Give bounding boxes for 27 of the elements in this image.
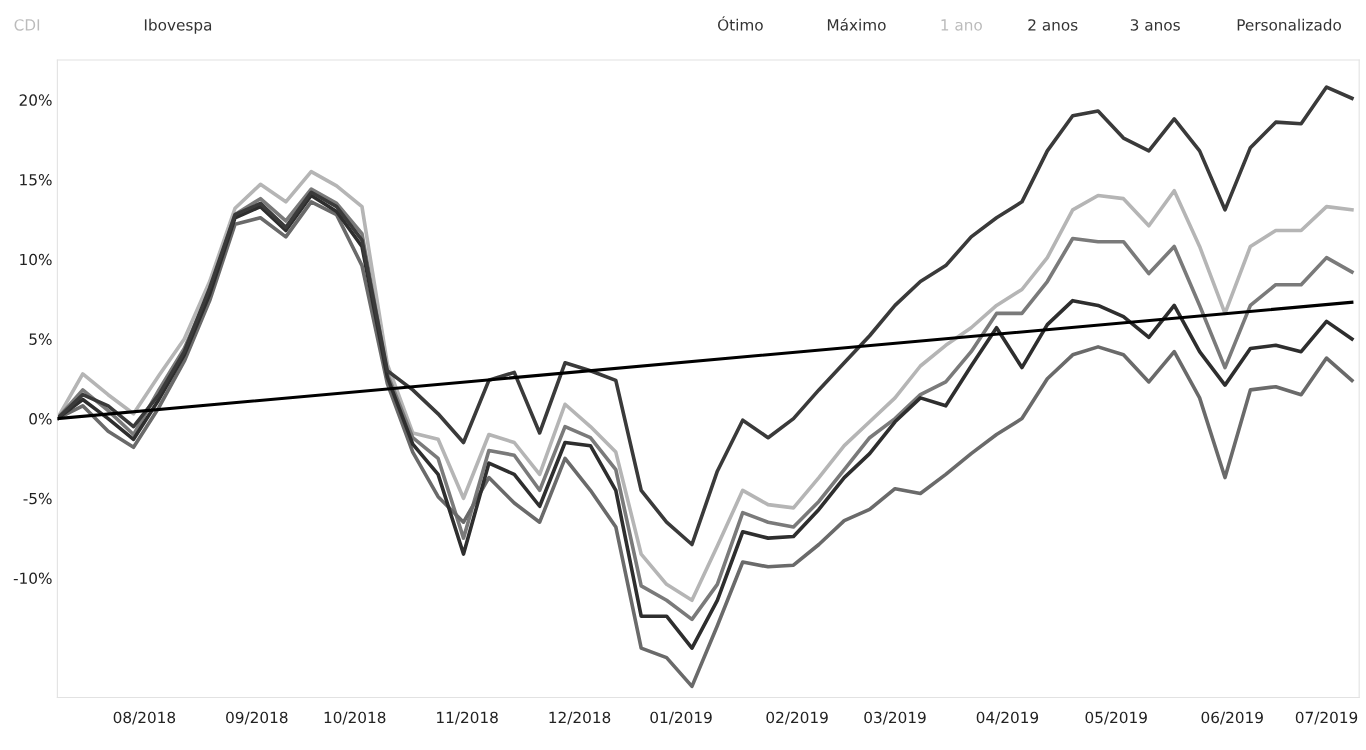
text: Personalizado (1237, 18, 1341, 31)
y-tick-label: 10% (20, 253, 52, 266)
x-tick-label: 01/2019 (650, 711, 712, 725)
y-tick-label: 5% (29, 333, 52, 345)
text: Ótimo (718, 16, 763, 31)
x-tick-label: 03/2019 (864, 711, 926, 725)
text: Ibovespa (144, 18, 212, 34)
text: Máximo (827, 18, 886, 31)
x-tick-label: 10/2018 (324, 711, 386, 725)
x-tick-label: 12/2018 (549, 711, 611, 725)
y-tick-label: 20% (19, 94, 52, 106)
y-tick-label: 0% (29, 413, 52, 425)
x-tick-label: 08/2018 (113, 711, 176, 725)
text: 3 anos (1130, 19, 1180, 31)
y-tick-label: -5% (23, 492, 52, 505)
x-tick-label: 07/2019 (1295, 711, 1358, 725)
x-tick-label: 04/2019 (976, 711, 1039, 725)
x-tick-label: 06/2019 (1201, 711, 1263, 725)
y-tick-label: -10% (13, 572, 52, 584)
x-tick-label: 09/2018 (226, 711, 288, 725)
text: 2 anos (1028, 19, 1078, 31)
text: 1 ano (941, 19, 982, 31)
x-tick-label: 02/2019 (766, 711, 828, 725)
y-tick-label: 15% (20, 174, 52, 186)
text: CDI (14, 19, 40, 31)
x-tick-label: 11/2018 (437, 711, 498, 725)
x-tick-label: 05/2019 (1085, 711, 1147, 725)
